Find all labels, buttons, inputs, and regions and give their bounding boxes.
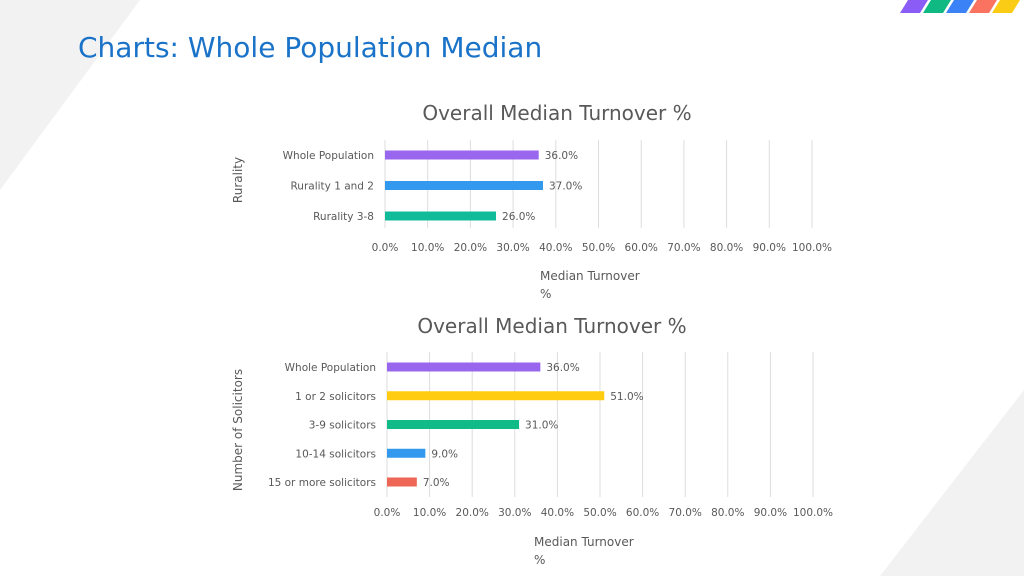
x-tick-label: 0.0% (374, 507, 401, 519)
x-tick-labels: 0.0% 10.0% 20.0% 30.0% 40.0% 50.0% 60.0% 70.0% 8… (372, 242, 832, 254)
value-labels: 36.0% 37.0% 26.0% (502, 150, 582, 223)
value-label: 31.0% (525, 420, 558, 432)
category-label: 3-9 solicitors (309, 420, 376, 432)
y-axis-label: Number of Solicitors (231, 369, 245, 491)
bar (387, 477, 417, 487)
bar (385, 150, 539, 160)
bar (387, 391, 605, 401)
category-labels: Whole Population Rurality 1 and 2 Rurality… (283, 150, 374, 223)
x-tick-label: 60.0% (626, 507, 659, 519)
brand-stripe (992, 0, 1020, 13)
brand-stripes-logo (900, 0, 1020, 13)
category-label: 15 or more solicitors (268, 477, 376, 489)
x-axis-label-text: Median Turnover% (540, 269, 640, 301)
chart-title: Overall Median Turnover % (422, 101, 691, 125)
x-tick-label: 10.0% (413, 507, 446, 519)
value-label: 26.0% (502, 211, 535, 223)
x-tick-label: 20.0% (456, 507, 489, 519)
brand-stripe (900, 0, 928, 13)
x-tick-label: 60.0% (625, 242, 658, 254)
value-label: 36.0% (546, 362, 579, 374)
x-tick-label: 80.0% (711, 507, 744, 519)
value-label: 9.0% (431, 448, 458, 460)
category-label: Whole Population (283, 150, 374, 162)
x-axis-label-text: Median Turnover% (534, 535, 634, 567)
brand-stripe (946, 0, 974, 13)
category-label: Whole Population (285, 362, 376, 374)
x-tick-label: 100.0% (792, 242, 832, 254)
x-tick-label: 0.0% (372, 242, 399, 254)
x-tick-label: 50.0% (582, 242, 615, 254)
value-labels: 36.0% 51.0% 31.0% 9.0% 7.0% (423, 362, 644, 489)
bar (387, 420, 520, 429)
x-tick-label: 80.0% (710, 242, 743, 254)
value-label: 7.0% (423, 477, 450, 489)
x-axis-label: Median Turnover% (540, 269, 640, 301)
bar (385, 211, 497, 221)
x-tick-label: 30.0% (496, 242, 529, 254)
bar (385, 181, 543, 190)
x-tick-label: 30.0% (498, 507, 531, 519)
bar (387, 448, 426, 458)
category-label: 10-14 solicitors (295, 448, 376, 460)
slide-title: Charts: Whole Population Median (78, 31, 543, 64)
value-label: 51.0% (610, 391, 643, 403)
chart-rurality: Overall Median Turnover % Rurality Whole… (231, 101, 832, 301)
x-tick-label: 40.0% (541, 507, 574, 519)
x-tick-label: 20.0% (454, 242, 487, 254)
value-label: 36.0% (545, 150, 578, 162)
x-tick-label: 40.0% (539, 242, 572, 254)
x-tick-label: 10.0% (411, 242, 444, 254)
bars (385, 150, 543, 221)
chart-title: Overall Median Turnover % (417, 314, 686, 338)
brand-stripe (923, 0, 951, 13)
y-axis-label: Rurality (231, 157, 245, 203)
x-tick-label: 70.0% (669, 507, 702, 519)
chart-gridlines (386, 352, 814, 497)
category-label: Rurality 1 and 2 (290, 181, 374, 193)
x-tick-label: 90.0% (753, 242, 786, 254)
category-labels: Whole Population 1 or 2 solicitors 3-9 sol… (268, 362, 376, 489)
category-label: 1 or 2 solicitors (295, 391, 376, 403)
bars (387, 362, 605, 487)
bar (387, 362, 541, 372)
x-tick-label: 100.0% (793, 507, 833, 519)
x-tick-label: 70.0% (667, 242, 700, 254)
x-tick-label: 50.0% (583, 507, 616, 519)
x-tick-labels: 0.0% 10.0% 20.0% 30.0% 40.0% 50.0% 60.0% 70.0% 8… (374, 507, 833, 519)
value-label: 37.0% (549, 181, 582, 193)
x-axis-label: Median Turnover% (534, 535, 634, 567)
category-label: Rurality 3-8 (313, 211, 374, 223)
brand-stripe (969, 0, 997, 13)
x-tick-label: 90.0% (754, 507, 787, 519)
